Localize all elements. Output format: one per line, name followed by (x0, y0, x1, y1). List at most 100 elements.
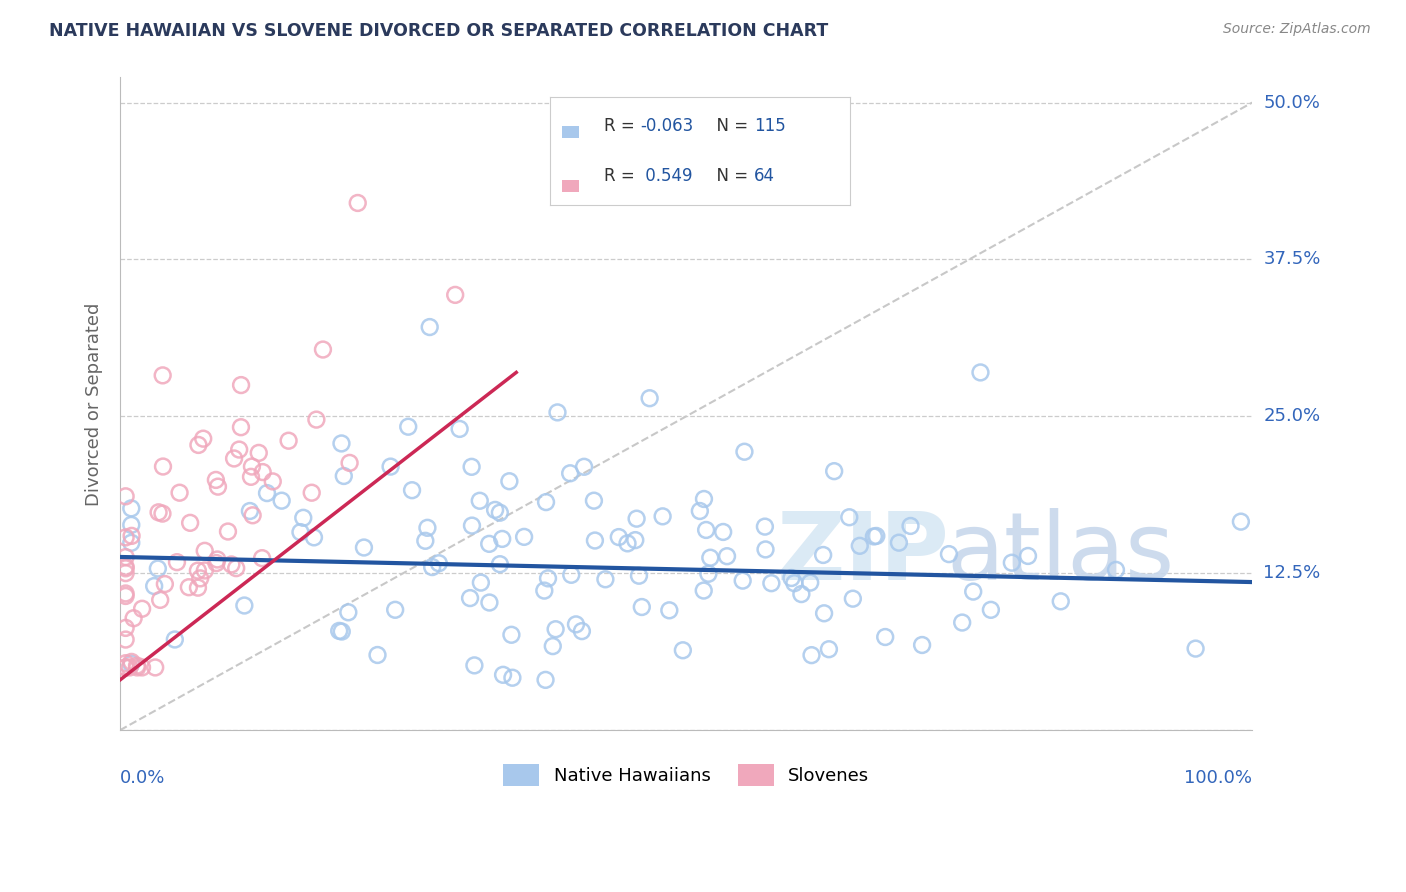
Point (207, 552, 229, 566)
Point (1105, 563, 1128, 577)
Point (980, 603, 1002, 617)
Point (911, 638, 934, 652)
Point (823, 464, 845, 478)
Point (166, 555, 188, 569)
Point (582, 493, 605, 508)
Point (330, 624, 353, 639)
Point (630, 600, 652, 615)
Point (651, 509, 673, 524)
Point (114, 530, 136, 544)
Point (547, 405, 569, 419)
Point (537, 571, 560, 585)
Point (689, 504, 711, 518)
Point (302, 530, 325, 544)
Point (292, 510, 315, 524)
Point (658, 603, 681, 617)
Point (460, 459, 482, 474)
Point (114, 632, 136, 647)
Point (367, 648, 389, 662)
Point (233, 599, 256, 613)
Point (938, 547, 960, 561)
Point (153, 577, 176, 591)
Point (163, 632, 186, 647)
Point (492, 668, 515, 682)
Point (131, 601, 153, 615)
Point (205, 556, 228, 570)
Point (1184, 641, 1206, 656)
Point (121, 529, 143, 543)
Point (225, 561, 247, 575)
Text: ZIP: ZIP (776, 508, 949, 600)
Point (114, 586, 136, 600)
Point (468, 493, 491, 508)
Point (716, 549, 738, 564)
Point (583, 533, 606, 548)
Point (489, 558, 512, 572)
Text: 37.5%: 37.5% (1264, 251, 1320, 268)
Point (194, 544, 217, 558)
Point (122, 611, 145, 625)
Point (1049, 594, 1071, 608)
Point (312, 343, 335, 357)
Point (187, 581, 209, 595)
Point (148, 505, 170, 519)
Point (697, 566, 720, 581)
Point (114, 660, 136, 674)
Point (501, 628, 523, 642)
Point (491, 532, 513, 546)
Point (969, 366, 991, 380)
Point (560, 567, 582, 582)
Point (143, 579, 166, 593)
Point (470, 575, 492, 590)
Point (229, 420, 252, 434)
Point (607, 530, 630, 544)
Point (1017, 549, 1039, 563)
Point (489, 506, 512, 520)
Point (513, 530, 536, 544)
Point (120, 536, 142, 550)
Point (799, 575, 821, 590)
Point (131, 660, 153, 674)
Point (169, 485, 191, 500)
Point (790, 587, 813, 601)
Point (346, 196, 368, 211)
Point (478, 537, 501, 551)
Point (114, 621, 136, 635)
Point (865, 529, 887, 543)
Point (461, 518, 484, 533)
Point (301, 485, 323, 500)
Point (565, 617, 588, 632)
Point (205, 473, 228, 487)
Point (544, 622, 567, 636)
Point (114, 660, 136, 674)
Point (501, 671, 523, 685)
Point (842, 591, 865, 606)
Point (337, 605, 360, 619)
Point (693, 491, 716, 506)
Point (127, 660, 149, 674)
Point (1230, 515, 1253, 529)
Point (187, 438, 209, 452)
Point (571, 624, 593, 639)
Point (616, 536, 638, 550)
Text: 100.0%: 100.0% (1184, 769, 1253, 787)
Point (754, 519, 776, 533)
Point (444, 288, 467, 302)
Point (754, 542, 776, 557)
Point (114, 561, 136, 575)
Point (458, 591, 481, 606)
Point (534, 495, 557, 509)
Point (146, 561, 169, 575)
Point (262, 475, 284, 489)
Point (221, 558, 243, 572)
Point (498, 475, 520, 489)
Point (572, 459, 595, 474)
Point (900, 519, 922, 533)
Point (401, 483, 423, 498)
Point (152, 368, 174, 383)
Point (149, 593, 172, 607)
Point (1001, 556, 1024, 570)
Point (695, 523, 717, 537)
Point (849, 539, 872, 553)
Point (419, 320, 441, 334)
